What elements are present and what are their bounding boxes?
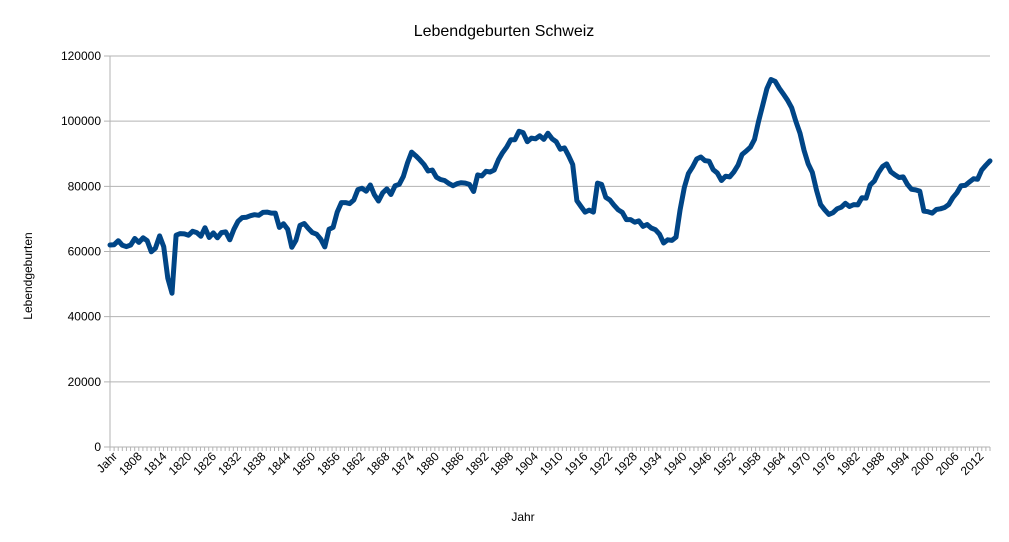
x-tick-label: 1994 (883, 449, 912, 478)
x-tick-label: 1868 (364, 449, 393, 478)
x-tick-label: 1928 (611, 449, 640, 478)
y-tick-label: 100000 (61, 114, 101, 128)
x-tick-label: 1880 (413, 449, 442, 478)
y-tick-labels: 0 20000 40000 60000 80000 100000 120000 (61, 49, 101, 454)
x-tick-label: 1826 (190, 449, 219, 478)
chart-title: Lebendgeburten Schweiz (414, 23, 595, 40)
y-tick-label: 60000 (68, 245, 102, 259)
x-tick-label: 1856 (314, 449, 343, 478)
x-tick-label: 2000 (908, 449, 937, 478)
x-tick-label: 1850 (289, 449, 318, 478)
x-tick-label: 1886 (438, 449, 467, 478)
y-tick-label: 120000 (61, 49, 101, 63)
x-axis-title: Jahr (511, 510, 534, 524)
x-tick-label: 1892 (463, 449, 492, 478)
x-tick-label: 1838 (240, 449, 269, 478)
x-tick-label: 2006 (933, 449, 962, 478)
x-tick-label: 1910 (537, 449, 566, 478)
x-tick-label: 1832 (215, 449, 244, 478)
x-tick-label: 1844 (265, 449, 294, 478)
x-tick-label: 1922 (586, 449, 615, 478)
series-group (107, 77, 993, 296)
y-axis-title: Lebendgeburten (21, 232, 35, 319)
y-tick-label: 40000 (68, 310, 102, 324)
x-tick-label: 1814 (141, 449, 170, 478)
y-tick-label: 20000 (68, 375, 102, 389)
x-tick-label: 1958 (735, 449, 764, 478)
x-tick-label: 1946 (685, 449, 714, 478)
x-tick-label: 1952 (710, 449, 739, 478)
x-tick-label: 1820 (166, 449, 195, 478)
x-tick-label: 1988 (859, 449, 888, 478)
y-tick-label: 0 (94, 440, 101, 454)
series-line (107, 77, 993, 296)
x-tick-label: 1940 (661, 449, 690, 478)
x-tick-label: 1808 (116, 449, 145, 478)
x-tick-label: 1976 (809, 449, 838, 478)
y-tick-label: 80000 (68, 179, 102, 193)
x-tick-label: 1898 (487, 449, 516, 478)
x-tick-label: 1934 (636, 449, 665, 478)
x-tick-label: 1862 (339, 449, 368, 478)
x-tick-label: 1874 (388, 449, 417, 478)
grid-lines (104, 55, 991, 451)
x-tick-labels: Jahr180818141820182618321838184418501856… (94, 449, 987, 478)
x-tick-label: 1964 (760, 449, 789, 478)
x-tick-label: 2012 (958, 449, 987, 478)
x-tick-label: 1916 (562, 449, 591, 478)
x-tick-label: 1904 (512, 449, 541, 478)
x-tick-label: 1982 (834, 449, 863, 478)
x-tick-label: 1970 (784, 449, 813, 478)
